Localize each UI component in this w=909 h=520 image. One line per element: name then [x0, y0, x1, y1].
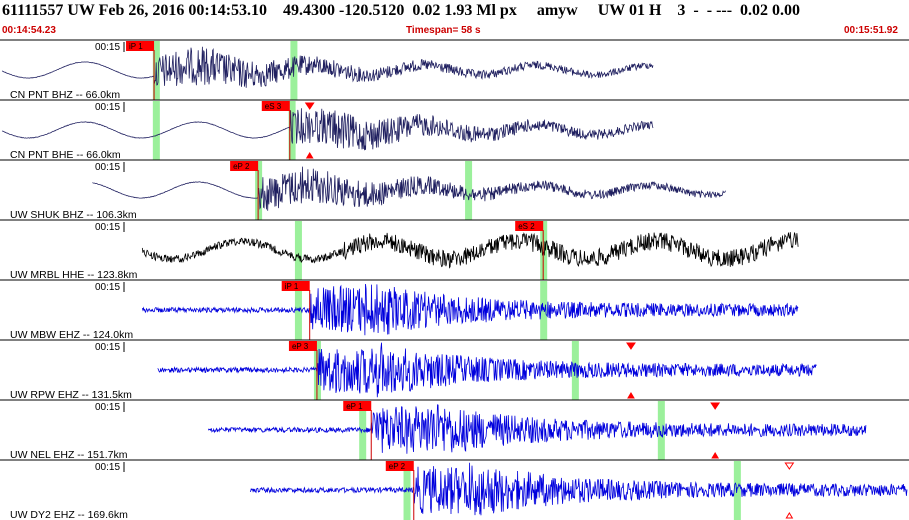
time-tick-label: 00:15	[95, 402, 120, 413]
pick-box	[343, 401, 372, 411]
pick-label: iP 1	[285, 282, 299, 291]
waveform-trace	[92, 166, 726, 211]
pick-label: eS 3	[265, 102, 282, 111]
end-time: 00:15:51.92	[844, 25, 898, 36]
pick-box	[261, 101, 290, 111]
time-window-band	[465, 161, 473, 220]
time-tick-label: 00:15	[95, 162, 120, 173]
time-window-band	[403, 461, 411, 520]
arrival-marker	[784, 462, 795, 470]
channel-label: UW MRBL HHE -- 123.8km	[10, 269, 138, 281]
time-window-band	[540, 281, 548, 340]
channel-label: UW MBW EHZ -- 124.0km	[10, 329, 133, 341]
pick-box	[126, 41, 155, 51]
time-window-band	[288, 101, 296, 160]
channel-label: UW NEL EHZ -- 151.7km	[10, 449, 128, 461]
arrival-marker	[785, 512, 794, 519]
time-window-band	[359, 401, 367, 460]
arrival-marker	[710, 402, 721, 410]
arrival-marker	[305, 152, 314, 159]
start-time: 00:14:54.23	[2, 25, 56, 36]
pick-label: iP 1	[129, 42, 143, 51]
waveform-trace	[249, 462, 908, 516]
time-window-band	[571, 341, 579, 400]
waveform-trace	[141, 283, 799, 336]
channel-label: CN PNT BHE -- 66.0km	[10, 149, 121, 161]
channel-label: UW SHUK BHZ -- 106.3km	[10, 209, 137, 221]
arrival-marker	[627, 392, 635, 399]
pick-box	[385, 461, 414, 471]
pick-box	[515, 221, 544, 231]
time-window-band	[657, 401, 665, 460]
pick-box	[281, 281, 310, 291]
pick-label: eP 3	[292, 342, 309, 351]
pick-label: eS 2	[518, 222, 535, 231]
time-tick-label: 00:15	[95, 462, 120, 473]
time-tick-label: 00:15	[95, 42, 120, 53]
time-window-band	[152, 101, 160, 160]
event-header: 61111557 UW Feb 26, 2016 00:14:53.10 49.…	[2, 2, 801, 19]
time-window-band	[294, 221, 302, 280]
channel-label: UW DY2 EHZ -- 169.6km	[10, 509, 128, 520]
time-tick-label: 00:15	[95, 342, 120, 353]
waveform-trace	[1, 108, 654, 151]
arrival-marker	[626, 342, 636, 350]
time-window-band	[733, 461, 741, 520]
pick-box	[288, 341, 317, 351]
timespan: Timespan= 58 s	[406, 25, 481, 36]
pick-box	[230, 161, 259, 171]
waveform-trace	[141, 232, 799, 269]
waveform-trace	[157, 342, 817, 398]
arrival-marker	[304, 102, 315, 110]
time-tick-label: 00:15	[95, 282, 120, 293]
arrival-marker	[711, 452, 720, 459]
waveform-trace	[1, 46, 654, 88]
pick-label: eP 2	[389, 462, 406, 471]
waveform-trace	[207, 404, 867, 454]
time-tick-label: 00:15	[95, 102, 120, 113]
time-tick-label: 00:15	[95, 222, 120, 233]
pick-label: eP 2	[233, 162, 250, 171]
channel-label: CN PNT BHZ -- 66.0km	[10, 89, 120, 101]
channel-label: UW RPW EHZ -- 131.5km	[10, 389, 132, 401]
pick-label: eP 1	[346, 402, 363, 411]
